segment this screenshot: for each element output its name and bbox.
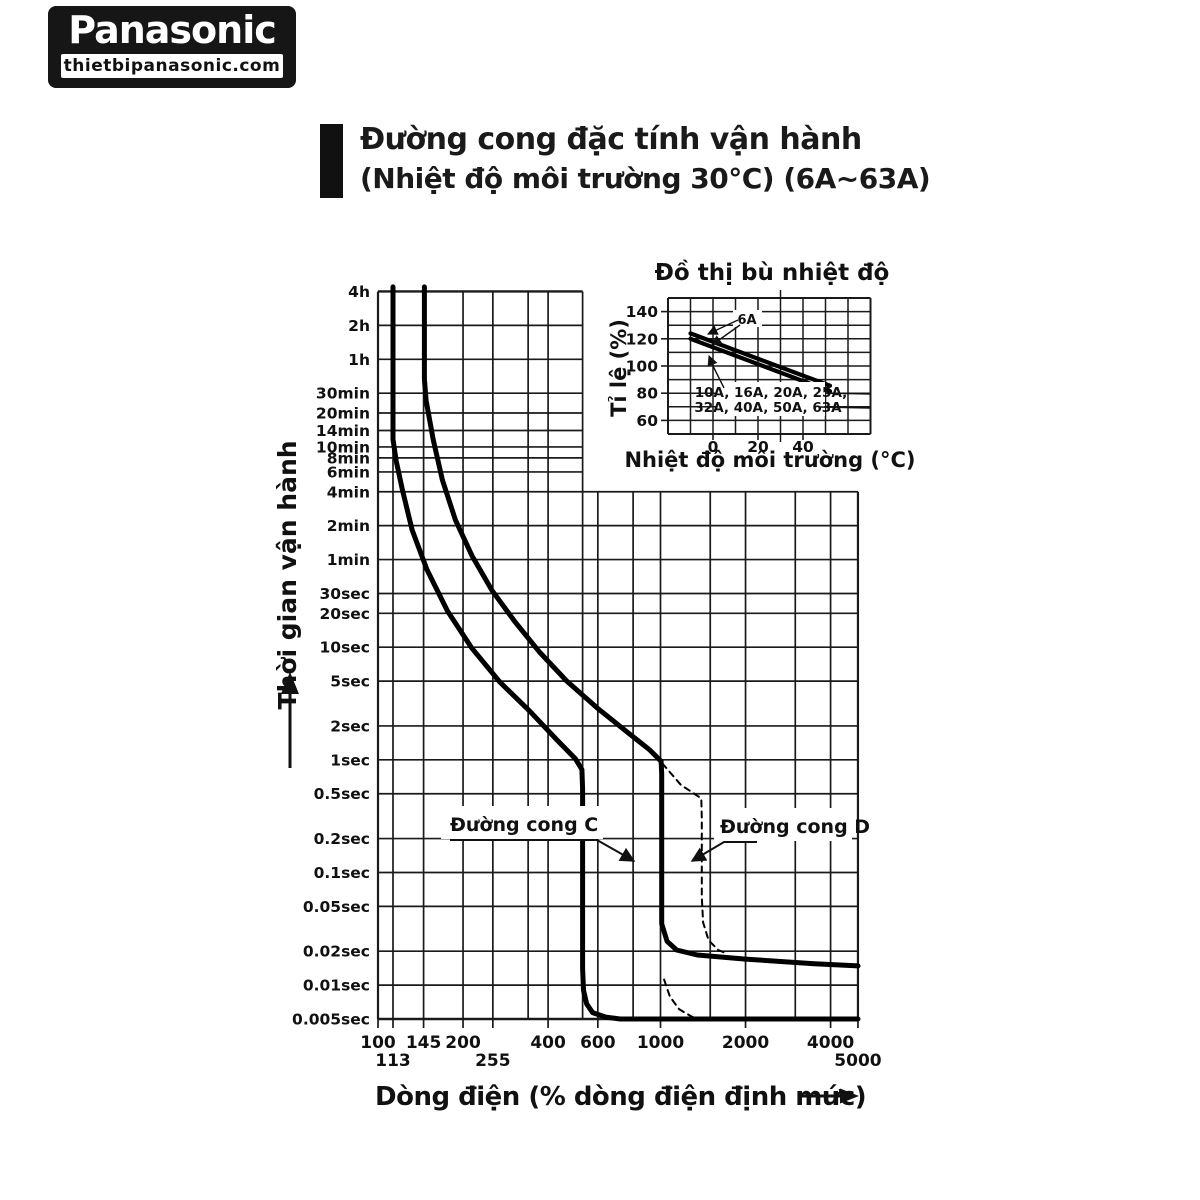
inset-y-tick-label: 120 (626, 330, 659, 348)
x-tick-label: 1000 (637, 1033, 684, 1053)
inset-group-label-line1: 10A, 16A, 20A, 25A, (695, 385, 848, 401)
inset-group-label-rule-1 (824, 392, 871, 395)
curve-D-lower-boundary (663, 978, 705, 1020)
y-tick-label: 0.1sec (314, 864, 370, 882)
y-tick-label: 6min (327, 463, 370, 481)
y-tick-label: 4min (327, 483, 370, 501)
x-tick-label: 2000 (722, 1033, 769, 1053)
y-tick-label: 0.02sec (303, 943, 370, 961)
inset-6A-leader-1 (707, 319, 739, 335)
y-tick-label: 2min (327, 517, 370, 535)
x-axis-arrow-head (840, 1088, 859, 1104)
inset-y-tick-label: 60 (636, 412, 658, 430)
x-tick-label: 100 (360, 1033, 396, 1053)
main-y-axis-title: Thời gian vận hành (273, 440, 302, 709)
panasonic-logo: Panasonic thietbipanasonic.com (48, 6, 296, 88)
inset-6A-leader-2 (711, 324, 741, 346)
x-tick-label: 400 (530, 1033, 566, 1053)
x-tick-label: 600 (580, 1033, 616, 1053)
panasonic-logo-text: Panasonic (68, 8, 276, 52)
x-tick-label: 200 (445, 1033, 481, 1053)
curve-D-label-box (714, 808, 852, 841)
inset-y-tick-label: 80 (636, 385, 658, 403)
inset-x-axis-title: Nhiệt độ môi trường (°C) (624, 448, 915, 472)
y-tick-label: 30min (316, 385, 370, 403)
y-tick-label: 0.2sec (314, 830, 370, 848)
inset-x-tick-label: 20 (747, 438, 769, 456)
inset-group-label-rule-2 (819, 406, 871, 409)
y-tick-label: 2sec (330, 717, 370, 735)
x-tick-label: 4000 (807, 1033, 854, 1053)
curve-C-label: Đường cong C (450, 814, 598, 836)
y-tick-label: 30sec (320, 585, 371, 603)
y-tick-label: 1min (327, 551, 370, 569)
y-axis-arrow-head (281, 672, 299, 694)
inset-6A-label: 6A (737, 313, 756, 328)
logo-site-box: thietbipanasonic.com (61, 54, 283, 78)
curve-C-lower-boundary (390, 284, 861, 1022)
curve-D-leader-arrow (690, 841, 757, 862)
y-tick-label: 4h (348, 283, 370, 301)
y-tick-label: 20sec (320, 605, 371, 623)
y-tick-label: 1sec (330, 751, 370, 769)
inset-group-leader-arrow (707, 355, 725, 389)
inset-title: Đồ thị bù nhiệt độ (655, 259, 890, 286)
main-x-axis-title: Dòng điện (% dòng điện định mức) (375, 1082, 866, 1112)
curve-C-leader-arrow (450, 839, 636, 862)
y-tick-label: 0.005sec (292, 1011, 370, 1029)
y-tick-label: 0.5sec (314, 785, 370, 803)
curve-D-upper-boundary (661, 762, 728, 955)
x-tick-label: 5000 (834, 1051, 881, 1071)
curve-D-label: Đường cong D (720, 816, 870, 838)
y-tick-label: 1h (348, 351, 370, 369)
x-tick-label: 255 (475, 1051, 511, 1071)
y-tick-label: 0.05sec (303, 898, 370, 916)
x-tick-label: 113 (375, 1051, 411, 1071)
y-tick-label: 10sec (320, 639, 371, 657)
y-tick-label: 2h (348, 317, 370, 335)
y-tick-label: 10min (316, 438, 370, 456)
y-tick-label: 0.01sec (303, 977, 370, 995)
y-tick-label: 8min (327, 449, 370, 467)
inset-x-tick-label: 0 (708, 438, 719, 456)
y-tick-label: 20min (316, 405, 370, 423)
curve-C-upper-boundary (421, 284, 861, 969)
inset-group-label-line2: 32A, 40A, 50A, 63A (694, 400, 842, 416)
y-tick-label: 14min (316, 422, 370, 440)
curve-C-label-box (441, 806, 603, 839)
page-title: Đường cong đặc tính vận hành (Nhiệt độ m… (360, 121, 931, 199)
inset-x-tick-label: 40 (792, 438, 814, 456)
page-title-line1: Đường cong đặc tính vận hành (360, 122, 862, 157)
title-accent-bar (320, 124, 343, 198)
page-title-line2: (Nhiệt độ môi trường 30°C) (6A~63A) (360, 162, 931, 195)
inset-y-tick-label: 100 (626, 358, 659, 376)
inset-y-axis-title: Tỉ lệ (%) (607, 319, 631, 417)
line-6A (688, 331, 833, 388)
x-tick-label: 145 (406, 1033, 442, 1053)
logo-site-text: thietbipanasonic.com (63, 56, 281, 76)
inset-6A-label-box (733, 310, 762, 327)
inset-group-label-box (717, 382, 825, 416)
y-tick-label: 5sec (330, 673, 370, 691)
inset-y-tick-label: 140 (626, 303, 659, 321)
